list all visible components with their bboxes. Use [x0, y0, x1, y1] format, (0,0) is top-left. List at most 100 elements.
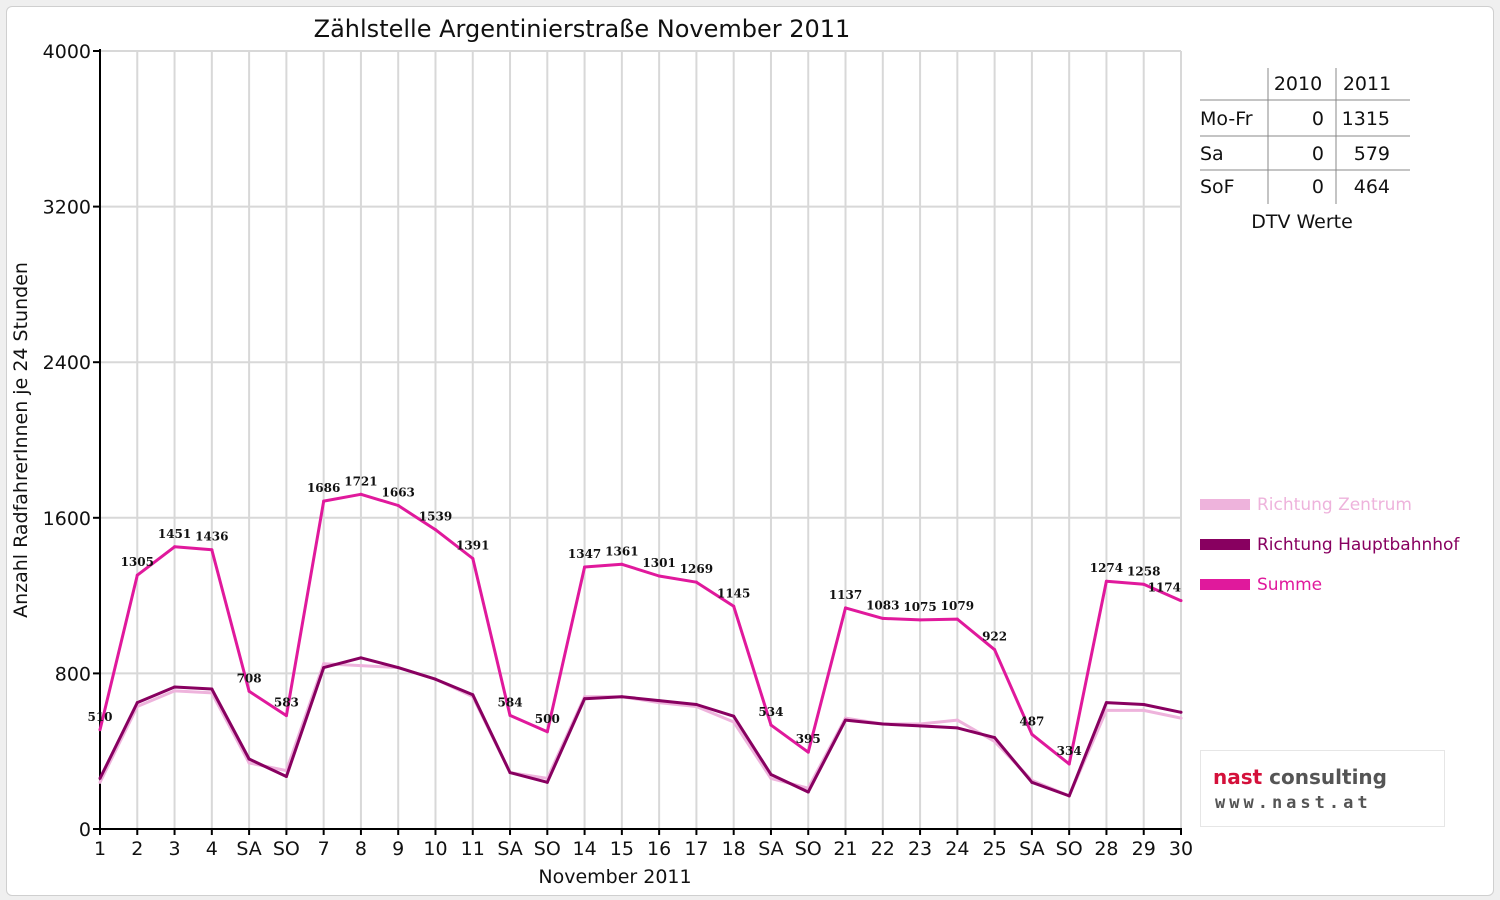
x-axis-label: November 2011 [538, 866, 691, 888]
x-tick-label: SO [1056, 838, 1083, 860]
x-tick-label: 7 [318, 838, 330, 860]
data-point [284, 714, 288, 718]
data-point [433, 528, 437, 532]
x-tick-label: SA [236, 838, 261, 860]
data-point [247, 761, 251, 765]
legend: Richtung Zentrum Richtung Hauptbahnhof S… [1200, 495, 1460, 595]
y-tick-label: 800 [55, 663, 91, 685]
data-point [508, 771, 512, 775]
legend-swatch-summe [1200, 579, 1250, 590]
x-tick-label: 16 [647, 838, 671, 860]
data-point [210, 687, 214, 691]
data-point [769, 723, 773, 727]
data-label: 1436 [195, 530, 228, 544]
data-label: 583 [274, 696, 299, 710]
gridlines [100, 50, 1182, 829]
legend-swatch-hauptbahnhof [1200, 539, 1250, 550]
y-tick-labels: 0 800 1600 2400 3200 4000 [43, 41, 91, 841]
data-point [732, 604, 736, 608]
data-point [1067, 762, 1071, 766]
x-tick-label: 24 [945, 838, 969, 860]
data-point [657, 574, 661, 578]
y-tick-label: 1600 [43, 508, 91, 530]
data-point [322, 499, 326, 503]
data-point [471, 693, 475, 697]
x-tick-label: 21 [833, 838, 857, 860]
data-label: 1274 [1090, 561, 1123, 575]
data-point [359, 492, 363, 496]
y-tick-label: 0 [79, 819, 91, 841]
table-row-label: SoF [1200, 176, 1235, 198]
data-label: 1347 [568, 547, 601, 561]
x-tick-label: SA [1019, 838, 1044, 860]
data-point [1067, 794, 1071, 798]
legend-swatch-zentrum [1200, 499, 1250, 510]
data-point [1142, 582, 1146, 586]
data-point [657, 699, 661, 703]
data-point [135, 573, 139, 577]
x-tick-label: 18 [722, 838, 746, 860]
data-point [769, 776, 773, 780]
table-cell: 579 [1354, 143, 1390, 165]
data-point [955, 718, 959, 722]
legend-label-hauptbahnhof: Richtung Hauptbahnhof [1257, 535, 1460, 555]
table-row-label: Mo-Fr [1200, 108, 1253, 130]
data-point [1142, 703, 1146, 707]
logo-url: www.nast.at [1215, 793, 1372, 813]
data-point [806, 790, 810, 794]
series-line-1 [98, 662, 1182, 798]
data-point [993, 648, 997, 652]
data-label: 534 [758, 705, 783, 719]
data-label: 1305 [121, 555, 154, 569]
data-label: 1391 [456, 538, 489, 552]
x-tick-label: 30 [1169, 838, 1193, 860]
data-point [284, 774, 288, 778]
data-point [955, 726, 959, 730]
logo-part-1: nast [1213, 765, 1263, 789]
x-tick-label: SO [534, 838, 561, 860]
data-point [471, 556, 475, 560]
data-point [1030, 732, 1034, 736]
data-point [1104, 708, 1108, 712]
data-label: 1539 [419, 510, 452, 524]
data-label: 500 [535, 712, 560, 726]
data-point [322, 662, 326, 666]
logo-wordmark: nast consulting [1213, 765, 1387, 789]
data-label: 487 [1019, 714, 1044, 728]
data-point [98, 776, 102, 780]
data-point [769, 773, 773, 777]
x-tick-label: 3 [169, 838, 181, 860]
legend-label-zentrum: Richtung Zentrum [1257, 495, 1412, 515]
data-point [173, 689, 177, 693]
data-point [396, 666, 400, 670]
data-point [247, 757, 251, 761]
nast-consulting-logo: nast consulting www.nast.at [1200, 750, 1445, 827]
x-tick-label: 2 [131, 838, 143, 860]
data-point [732, 714, 736, 718]
data-label: 1083 [866, 598, 899, 612]
table-cell: 0 [1312, 143, 1324, 165]
data-labels: 510 1305 1451 1436 708 583 1686 1721 1663 1539 139… [87, 474, 1181, 758]
legend-label-summe: Summe [1257, 575, 1322, 595]
x-tick-label: SO [795, 838, 822, 860]
table-cell: 0 [1312, 108, 1324, 130]
x-tick-label: 15 [610, 838, 634, 860]
data-label: 510 [87, 710, 112, 724]
data-label: 1079 [941, 599, 974, 613]
x-tick-label: 1 [94, 838, 106, 860]
x-tick-label: 8 [355, 838, 367, 860]
x-tick-label: 4 [206, 838, 218, 860]
data-point [881, 722, 885, 726]
data-label: 1301 [642, 556, 675, 570]
data-label: 1361 [605, 544, 638, 558]
data-point [210, 548, 214, 552]
data-point [247, 689, 251, 693]
data-point [955, 617, 959, 621]
logo-part-2: consulting [1269, 765, 1387, 789]
data-point [881, 616, 885, 620]
chart-title: Zählstelle Argentinierstraße November 20… [314, 15, 851, 43]
data-point [918, 724, 922, 728]
data-point [583, 565, 587, 569]
x-tick-label: SA [497, 838, 522, 860]
